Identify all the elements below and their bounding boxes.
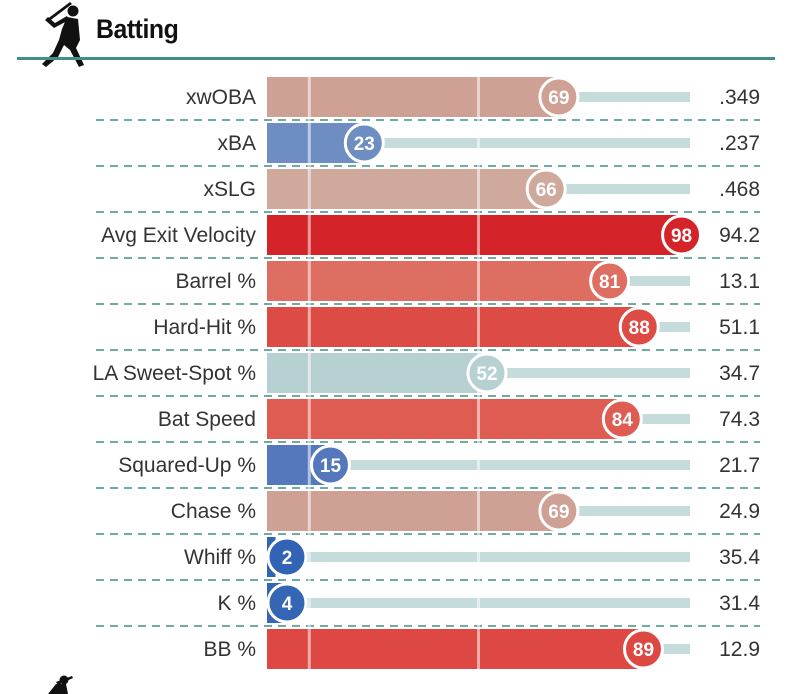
percentile-label: 81: [599, 272, 621, 293]
stat-value: 94.2: [719, 224, 760, 247]
percentile-label: 84: [612, 410, 634, 431]
percentile-label: 89: [633, 640, 654, 661]
percentile-circle: [661, 214, 703, 256]
percentile-label: 23: [354, 134, 375, 155]
stat-value: 51.1: [719, 316, 760, 339]
category-label: Whiff %: [184, 546, 256, 569]
percentile-circle: [466, 352, 508, 394]
percentile-circle: [601, 398, 643, 440]
stat-value: 74.3: [719, 408, 760, 431]
stat-value: .349: [719, 86, 760, 109]
category-label: LA Sweet-Spot %: [93, 362, 256, 385]
batter-silhouette-icon: [48, 675, 73, 694]
percentile-label: 88: [629, 318, 650, 339]
percentile-bar: [267, 307, 640, 347]
stat-value: 12.9: [719, 638, 760, 661]
percentile-label: 52: [476, 364, 497, 385]
category-label: Barrel %: [175, 270, 256, 293]
stat-value: 24.9: [719, 500, 760, 523]
batter-silhouette-icon: [42, 2, 84, 67]
percentile-bar: [267, 261, 610, 301]
category-label: xBA: [217, 132, 256, 155]
percentile-label: 4: [282, 594, 293, 615]
percentile-label: 66: [536, 180, 557, 201]
percentile-circle: [622, 628, 664, 670]
stat-value: 34.7: [719, 362, 760, 385]
percentile-bar: [267, 399, 623, 439]
category-label: Chase %: [171, 500, 256, 523]
percentile-bar: [267, 629, 644, 669]
percentile-circle: [538, 76, 580, 118]
category-label: xwOBA: [186, 86, 256, 109]
category-label: Hard-Hit %: [153, 316, 256, 339]
stat-value: 31.4: [719, 592, 760, 615]
section-header: Batting: [0, 0, 787, 70]
stat-value: .468: [719, 178, 760, 201]
percentile-label: 69: [548, 88, 569, 109]
percentile-circle: [525, 168, 567, 210]
stat-value: .237: [719, 132, 760, 155]
percentile-circle: [266, 582, 308, 624]
percentile-circle: [266, 536, 308, 578]
percentile-circle: [618, 306, 660, 348]
section-title-rule: [17, 57, 775, 60]
percentile-label: 15: [320, 456, 342, 477]
percentile-label: 2: [282, 548, 293, 569]
section-title: Batting: [96, 14, 179, 44]
category-label: BB %: [203, 638, 256, 661]
category-label: K %: [217, 592, 256, 615]
category-label: Avg Exit Velocity: [101, 224, 256, 247]
percentile-bar: [267, 169, 547, 209]
stat-value: 21.7: [719, 454, 760, 477]
category-label: Squared-Up %: [118, 454, 256, 477]
percentile-bar: [267, 353, 487, 393]
stat-value: 35.4: [719, 546, 760, 569]
category-label: Bat Speed: [158, 408, 256, 431]
percentile-circle: [309, 444, 351, 486]
percentile-label: 69: [548, 502, 569, 523]
percentile-bar: [267, 491, 559, 531]
percentile-bar: [267, 77, 559, 117]
percentile-bar: [267, 215, 682, 255]
percentile-circle: [343, 122, 385, 164]
percentile-label: 98: [671, 226, 692, 247]
percentile-circle: [589, 260, 631, 302]
percentile-circle: [538, 490, 580, 532]
stat-value: 13.1: [719, 270, 760, 293]
category-label: xSLG: [203, 178, 256, 201]
